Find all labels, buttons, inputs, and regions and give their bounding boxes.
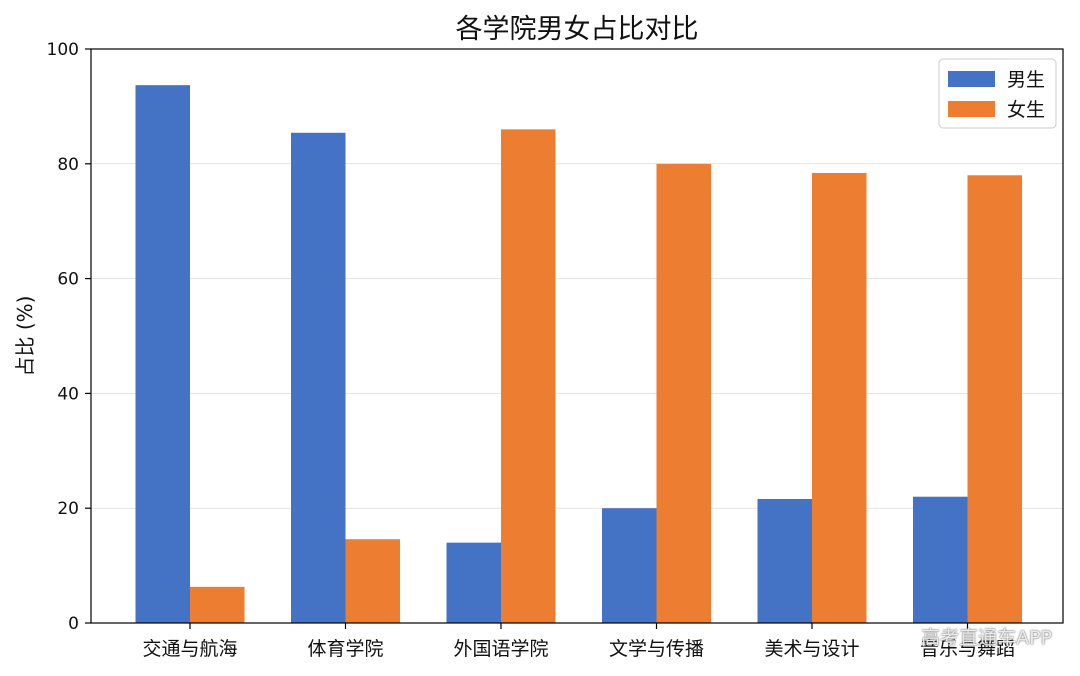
bar-female <box>501 129 556 624</box>
y-axis-label: 占比 (%) <box>13 296 37 377</box>
y-tick-label: 40 <box>57 384 79 404</box>
bar-male <box>291 132 346 623</box>
y-tick-label: 0 <box>68 614 79 634</box>
x-tick-label: 音乐与舞蹈 <box>920 638 1015 660</box>
bar-male <box>446 542 501 623</box>
y-tick-label: 100 <box>47 40 79 60</box>
x-tick-label: 文学与传播 <box>609 638 704 660</box>
y-tick-label: 20 <box>57 499 79 519</box>
plot-frame <box>90 48 1064 624</box>
bar-male <box>135 85 190 624</box>
watermark: 高考直通车APP <box>921 627 1052 649</box>
legend-label: 男生 <box>1007 69 1045 91</box>
y-tick-label: 80 <box>57 155 79 175</box>
x-tick-label: 体育学院 <box>307 638 383 660</box>
gridlines <box>91 163 1063 509</box>
bar-male <box>602 508 657 623</box>
bar-female <box>656 163 711 624</box>
bar-female <box>967 175 1022 623</box>
bar-male <box>913 496 968 623</box>
legend-label: 女生 <box>1007 99 1045 121</box>
x-tick-label: 外国语学院 <box>453 638 548 660</box>
y-tick-label: 60 <box>57 270 79 290</box>
bar-female <box>345 539 400 623</box>
x-tick-label: 交通与航海 <box>142 638 237 660</box>
bars <box>135 85 1022 624</box>
legend-swatch <box>948 101 995 117</box>
bar-female <box>812 172 867 623</box>
axes: 0 20 40 60 80 100 交通与航海 体育学院 外国语学院 文学与传播 美术与设计 音乐与舞… <box>47 40 1015 660</box>
bar-male <box>757 499 812 623</box>
x-tick-label: 美术与设计 <box>764 638 859 660</box>
legend-swatch <box>948 71 995 87</box>
bar-female <box>190 586 245 623</box>
chart-title: 各学院男女占比对比 <box>456 14 699 45</box>
